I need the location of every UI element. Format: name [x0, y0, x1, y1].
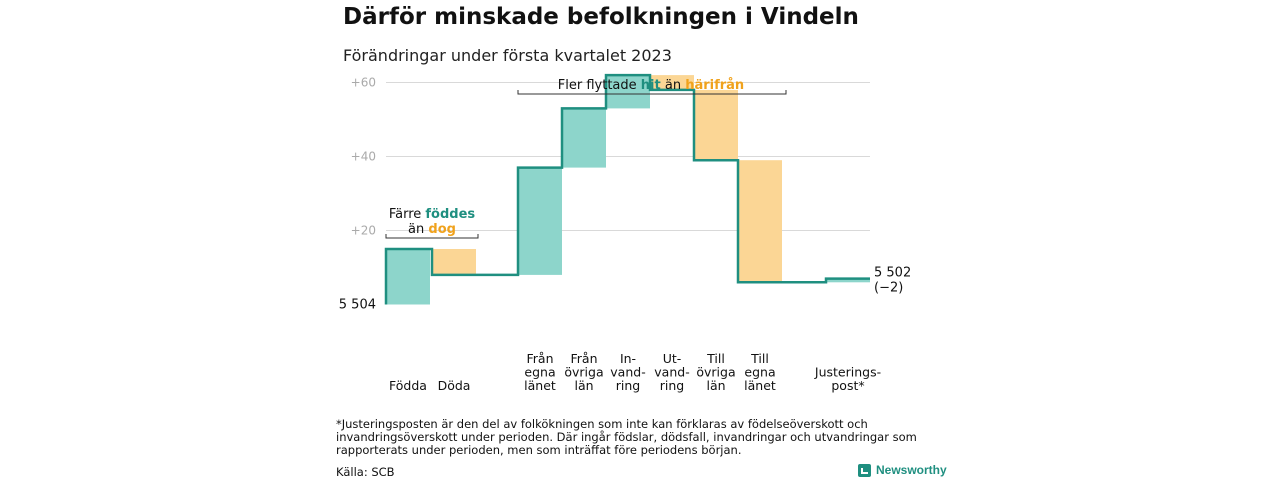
category-label: Justerings- — [814, 365, 881, 380]
waterfall-bar — [826, 278, 870, 283]
category-label: Från — [526, 351, 553, 366]
annotation-migration-segment: härifrån — [685, 78, 744, 93]
chart-title: Därför minskade befolkningen i Vindeln — [343, 4, 859, 30]
category-label: vand- — [654, 365, 689, 380]
category-label: län — [574, 378, 593, 393]
annotation-births-deaths-segment: dog — [428, 222, 456, 237]
category-label: Födda — [389, 378, 427, 393]
waterfall-bar — [738, 160, 782, 283]
category-label: ring — [660, 378, 684, 393]
annotation-births-deaths-segment: än — [408, 222, 428, 237]
start-value-label: 5 504 — [339, 298, 376, 313]
category-label: Till — [706, 351, 725, 366]
waterfall-bar — [694, 89, 738, 161]
y-tick-label: +40 — [351, 150, 376, 164]
end-value-label: 5 502 — [874, 266, 911, 281]
waterfall-bar — [562, 108, 606, 168]
annotation-births-deaths-segment: Färre — [389, 207, 426, 222]
step-line — [384, 73, 870, 305]
chart-subtitle: Förändringar under första kvartalet 2023 — [343, 46, 672, 65]
category-label: Från — [570, 351, 597, 366]
annotation-births-deaths-segment: föddes — [425, 207, 475, 222]
category-label: vand- — [610, 365, 645, 380]
annotation-migration-segment: hit — [641, 78, 661, 93]
waterfall-bar — [650, 75, 694, 90]
brand-label: Newsworthy — [876, 463, 947, 477]
category-label: Ut- — [663, 351, 682, 366]
y-tick-label: +20 — [351, 224, 376, 238]
annotation-bracket — [385, 234, 479, 239]
annotation-births-deaths: Färre föddes — [389, 207, 476, 222]
waterfall-bar — [606, 75, 650, 109]
category-label: länet — [524, 378, 556, 393]
y-tick-label: +60 — [351, 76, 376, 90]
category-label: ring — [616, 378, 640, 393]
waterfall-bar — [432, 249, 476, 275]
category-label: länet — [744, 378, 776, 393]
category-label: Döda — [438, 378, 471, 393]
category-label: egna — [524, 365, 555, 380]
annotation-migration: Fler flyttade hit än härifrån — [558, 78, 744, 93]
source-label: Källa: SCB — [336, 465, 395, 479]
annotation-births-deaths: än dog — [408, 222, 456, 237]
category-label: Till — [750, 351, 769, 366]
annotation-bracket — [517, 90, 787, 95]
category-label: övriga — [696, 365, 735, 380]
category-label: post* — [831, 378, 864, 393]
annotation-migration-segment: än — [661, 78, 685, 93]
category-label: In- — [620, 351, 636, 366]
category-label: egna — [744, 365, 775, 380]
newsworthy-icon — [858, 463, 871, 477]
brand-logo: Newsworthy — [858, 463, 947, 477]
end-change-label: (−2) — [874, 281, 903, 296]
footnote: *Justeringsposten är den del av folkökni… — [336, 417, 917, 457]
category-label: län — [706, 378, 725, 393]
waterfall-bar — [518, 167, 562, 275]
category-label: övriga — [564, 365, 603, 380]
annotation-migration-segment: Fler flyttade — [558, 78, 641, 93]
waterfall-bar — [386, 249, 430, 305]
